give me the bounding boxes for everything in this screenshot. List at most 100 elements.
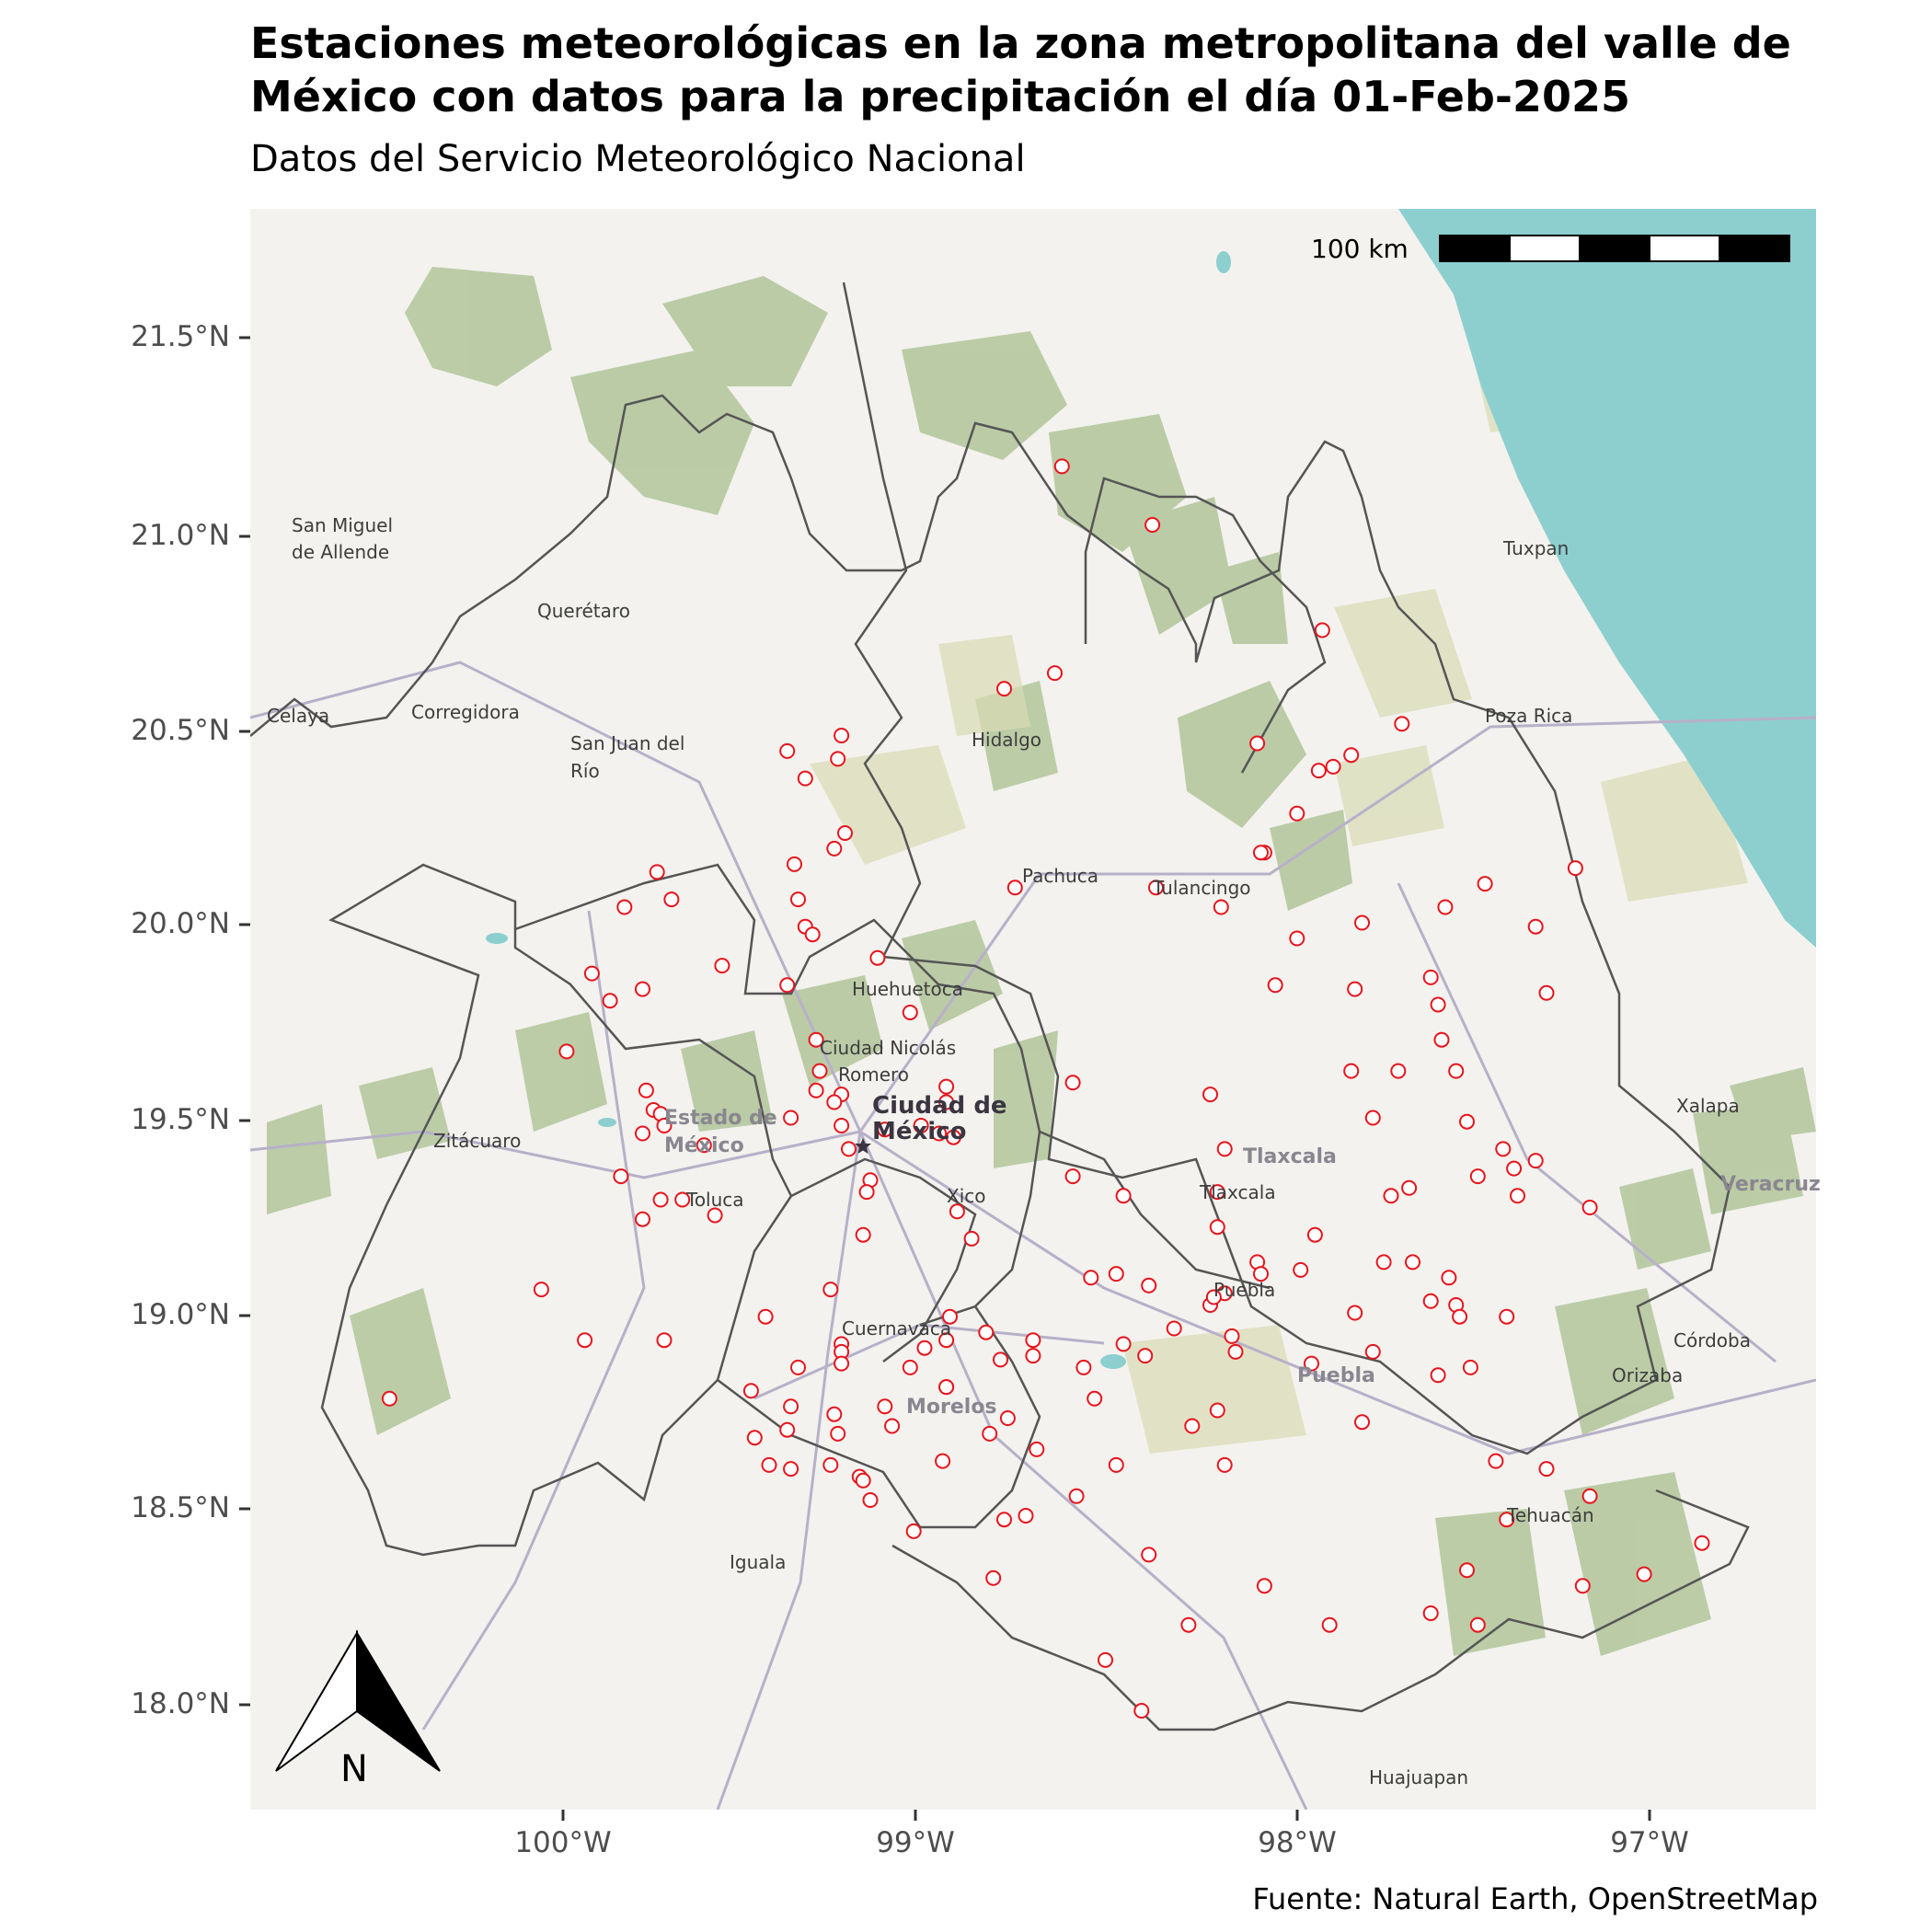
station-point <box>558 1043 575 1060</box>
station-point <box>1343 1063 1360 1079</box>
station-point <box>1422 1293 1439 1309</box>
station-point <box>1087 1390 1103 1407</box>
station-point <box>638 1082 654 1098</box>
station-point <box>862 1492 879 1508</box>
capital-star-icon <box>855 1138 871 1154</box>
station-point <box>779 977 796 994</box>
x-tick-label: 98°W <box>1258 1826 1337 1859</box>
station-point <box>1256 1578 1272 1594</box>
station-point <box>1448 1063 1465 1079</box>
station-point <box>1527 1153 1544 1169</box>
station-point <box>1506 1160 1523 1177</box>
station-point <box>808 1031 824 1048</box>
y-tick-label: 20.0°N <box>131 907 230 940</box>
station-point <box>1354 914 1370 931</box>
station-point <box>783 1110 799 1126</box>
place-label: Puebla <box>1213 1279 1276 1301</box>
station-point <box>916 1340 933 1356</box>
y-tick-label: 20.5°N <box>131 714 230 747</box>
station-point <box>797 770 813 787</box>
station-point <box>1527 918 1544 935</box>
station-point <box>790 891 806 908</box>
y-tick-label: 18.5°N <box>131 1491 230 1524</box>
station-point <box>834 728 850 743</box>
gulf-of-mexico <box>1398 209 1816 948</box>
station-point <box>1141 1277 1157 1294</box>
station-point <box>1401 1179 1418 1196</box>
title-line-2: México con datos para la precipitación e… <box>250 72 1631 121</box>
station-point <box>1141 1547 1157 1563</box>
station-point <box>779 1421 796 1438</box>
station-point <box>1422 1605 1439 1621</box>
region-label: Morelos <box>906 1396 997 1419</box>
place-label: San Juan del <box>570 732 685 754</box>
y-tick-label: 19.5°N <box>131 1103 230 1136</box>
station-point <box>1469 1616 1486 1633</box>
station-point <box>1459 1113 1475 1130</box>
station-point <box>1430 996 1446 1013</box>
lakes <box>486 251 1231 1369</box>
place-label: Celaya <box>267 705 330 727</box>
map-subtitle: Datos del Servicio Meteorológico Naciona… <box>250 138 1026 180</box>
place-label: Ciudad Nicolás <box>820 1037 957 1059</box>
station-point <box>834 1118 850 1133</box>
map-caption: Fuente: Natural Earth, OpenStreetMap <box>1252 1881 1818 1916</box>
station-point <box>869 949 886 966</box>
station-point <box>1488 1453 1504 1469</box>
station-point <box>830 751 846 767</box>
station-point <box>826 1094 843 1110</box>
station-point <box>652 1191 669 1208</box>
station-point <box>1293 1261 1309 1278</box>
station-point <box>1343 747 1360 764</box>
station-point <box>1574 1578 1591 1594</box>
station-point <box>1006 880 1023 896</box>
place-label: Xico <box>947 1185 986 1207</box>
station-point <box>1495 1141 1512 1157</box>
station-point <box>826 840 843 857</box>
station-point <box>635 1125 650 1142</box>
place-label: Orizaba <box>1612 1364 1684 1386</box>
station-points <box>381 458 1710 1719</box>
station-point <box>1025 1332 1041 1349</box>
station-point <box>1390 1063 1407 1079</box>
station-point <box>533 1282 549 1298</box>
map-title: Estaciones meteorológicas en la zona met… <box>250 17 1906 123</box>
station-point <box>1321 1616 1338 1633</box>
station-point <box>1694 1535 1710 1551</box>
place-label: Xalapa <box>1676 1095 1740 1117</box>
capital-label: Ciudad de México <box>872 1093 1007 1144</box>
station-point <box>656 1332 673 1349</box>
station-point <box>1098 1651 1113 1668</box>
station-point <box>1253 1266 1269 1282</box>
station-point <box>1433 1031 1450 1048</box>
station-point <box>696 1137 712 1154</box>
station-point <box>1064 1168 1081 1185</box>
station-point <box>663 891 680 908</box>
station-point <box>1253 845 1269 861</box>
place-label: Cuernavaca <box>842 1317 952 1340</box>
station-point <box>1499 1512 1515 1528</box>
station-point <box>1144 517 1161 533</box>
station-point <box>1375 1254 1392 1271</box>
station-point <box>1249 735 1266 752</box>
station-point <box>1314 622 1330 638</box>
station-point <box>381 1390 397 1407</box>
station-point <box>1405 1254 1420 1271</box>
station-point <box>1364 1343 1381 1360</box>
station-point <box>783 1398 799 1415</box>
station-point <box>613 1168 629 1185</box>
station-point <box>1075 1359 1092 1375</box>
station-point <box>985 1570 1002 1586</box>
place-label: Querétaro <box>537 600 630 622</box>
y-tick-label: 18.0°N <box>131 1687 230 1720</box>
station-point <box>1205 1289 1222 1305</box>
station-point <box>855 1226 871 1243</box>
station-point <box>942 1308 958 1325</box>
station-point <box>714 958 730 974</box>
station-point <box>905 1523 922 1539</box>
station-point <box>1202 1087 1218 1103</box>
station-point <box>1452 1308 1468 1325</box>
station-point <box>935 1453 951 1469</box>
station-point <box>1289 805 1305 822</box>
station-point <box>1184 1418 1201 1434</box>
